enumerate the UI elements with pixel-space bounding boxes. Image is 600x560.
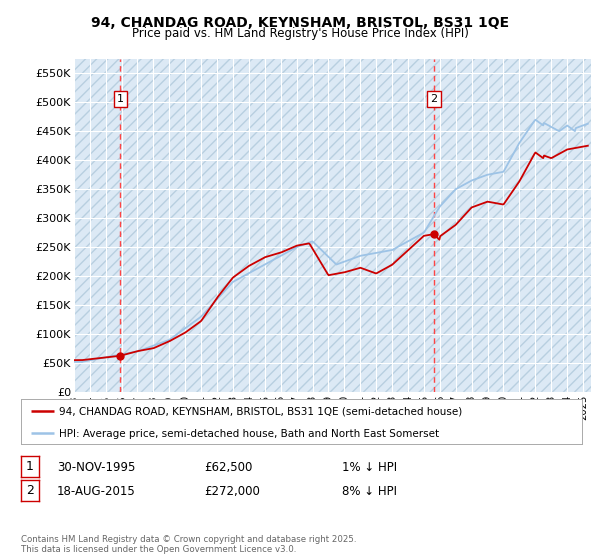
Text: 1: 1: [117, 94, 124, 104]
Text: Price paid vs. HM Land Registry's House Price Index (HPI): Price paid vs. HM Land Registry's House …: [131, 27, 469, 40]
Text: 8% ↓ HPI: 8% ↓ HPI: [342, 485, 397, 498]
Text: 94, CHANDAG ROAD, KEYNSHAM, BRISTOL, BS31 1QE (semi-detached house): 94, CHANDAG ROAD, KEYNSHAM, BRISTOL, BS3…: [59, 407, 463, 417]
Text: 30-NOV-1995: 30-NOV-1995: [57, 461, 136, 474]
Text: £272,000: £272,000: [204, 485, 260, 498]
Text: 1: 1: [26, 460, 34, 473]
Text: Contains HM Land Registry data © Crown copyright and database right 2025.
This d: Contains HM Land Registry data © Crown c…: [21, 535, 356, 554]
Text: 18-AUG-2015: 18-AUG-2015: [57, 485, 136, 498]
Text: 2: 2: [26, 484, 34, 497]
Text: 2: 2: [431, 94, 437, 104]
Text: £62,500: £62,500: [204, 461, 253, 474]
Text: 94, CHANDAG ROAD, KEYNSHAM, BRISTOL, BS31 1QE: 94, CHANDAG ROAD, KEYNSHAM, BRISTOL, BS3…: [91, 16, 509, 30]
Text: HPI: Average price, semi-detached house, Bath and North East Somerset: HPI: Average price, semi-detached house,…: [59, 428, 439, 438]
Text: 1% ↓ HPI: 1% ↓ HPI: [342, 461, 397, 474]
